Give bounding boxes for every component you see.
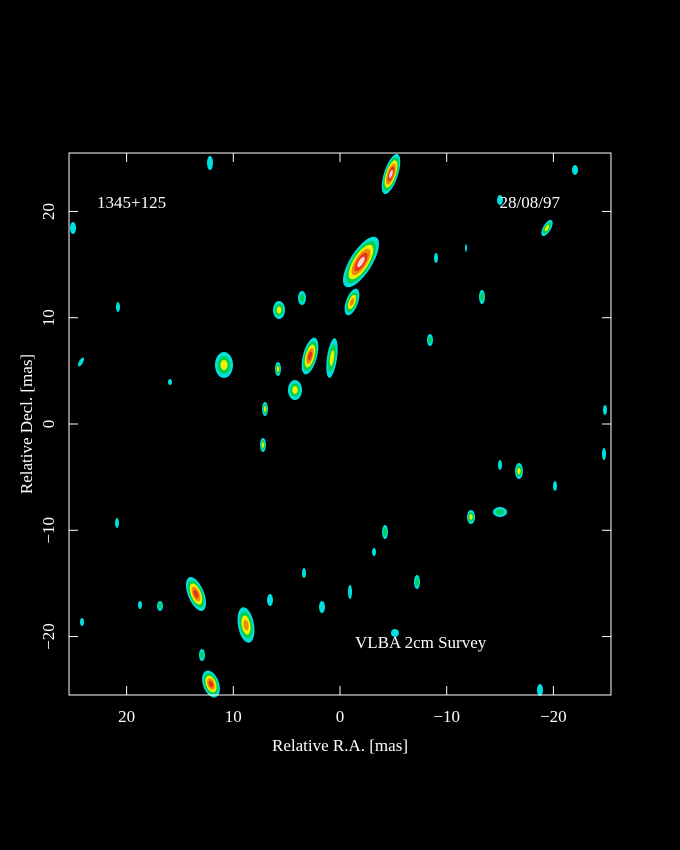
emission-contour (603, 405, 607, 415)
image-map (70, 153, 607, 698)
emission-contour (302, 568, 306, 578)
emission-contour (319, 601, 325, 613)
emission-contour (292, 386, 298, 394)
emission-contour (602, 448, 606, 460)
emission-contour (389, 169, 393, 179)
emission-contour (138, 601, 142, 609)
x-tick-label: 0 (336, 707, 345, 726)
emission-contour (307, 351, 313, 361)
annotation: VLBA 2cm Survey (355, 633, 487, 652)
emission-contour (469, 514, 473, 520)
x-tick-label: −10 (433, 707, 460, 726)
emission-contour (496, 509, 504, 515)
emission-contour (77, 357, 85, 367)
emission-contour (480, 293, 484, 301)
emission-contour (349, 297, 355, 307)
y-axis-label: Relative Decl. [mas] (17, 354, 36, 494)
emission-contour (261, 442, 265, 448)
x-tick-label: 20 (118, 707, 135, 726)
y-tick-label: 10 (39, 309, 58, 326)
emission-contour (80, 618, 84, 626)
emission-contour (357, 256, 365, 268)
emission-contour (391, 629, 399, 637)
emission-contour (434, 253, 438, 263)
emission-contour (299, 294, 305, 302)
emission-contour (383, 528, 387, 536)
emission-contour (158, 603, 162, 609)
emission-contour (498, 460, 502, 470)
x-axis-label: Relative R.A. [mas] (272, 736, 408, 755)
emission-contour (415, 578, 419, 586)
emission-contour (276, 366, 280, 372)
emission-contour (193, 589, 199, 599)
emission-contour (220, 359, 228, 371)
emission-contour (497, 195, 503, 205)
date-label: 28/08/97 (500, 193, 561, 212)
emission-contour (70, 222, 76, 234)
emission-contour (200, 651, 204, 659)
emission-contour (263, 406, 267, 412)
emission-contour (372, 548, 376, 556)
emission-contour (207, 156, 213, 170)
x-tick-label: −20 (540, 707, 567, 726)
y-tick-label: 0 (39, 420, 58, 429)
emission-contour (208, 680, 214, 688)
emission-contour (572, 165, 578, 175)
emission-contour (168, 379, 172, 385)
y-tick-label: 20 (39, 203, 58, 220)
x-tick-label: 10 (225, 707, 242, 726)
emission-contour (544, 224, 550, 232)
chart-title: 1345+125 (97, 193, 166, 212)
emission-contour (553, 481, 557, 491)
y-tick-label: −10 (39, 517, 58, 544)
emission-contour (517, 467, 521, 475)
emission-contour (267, 594, 273, 606)
emission-contour (116, 302, 120, 312)
y-tick-label: −20 (39, 623, 58, 650)
emission-contour (348, 585, 352, 599)
emission-contour (276, 306, 282, 314)
emission-contour (243, 619, 249, 631)
emission-contour (537, 684, 543, 696)
emission-contour (329, 350, 335, 366)
emission-contour (115, 518, 119, 528)
emission-contour (428, 336, 432, 344)
emission-contour (465, 244, 467, 252)
